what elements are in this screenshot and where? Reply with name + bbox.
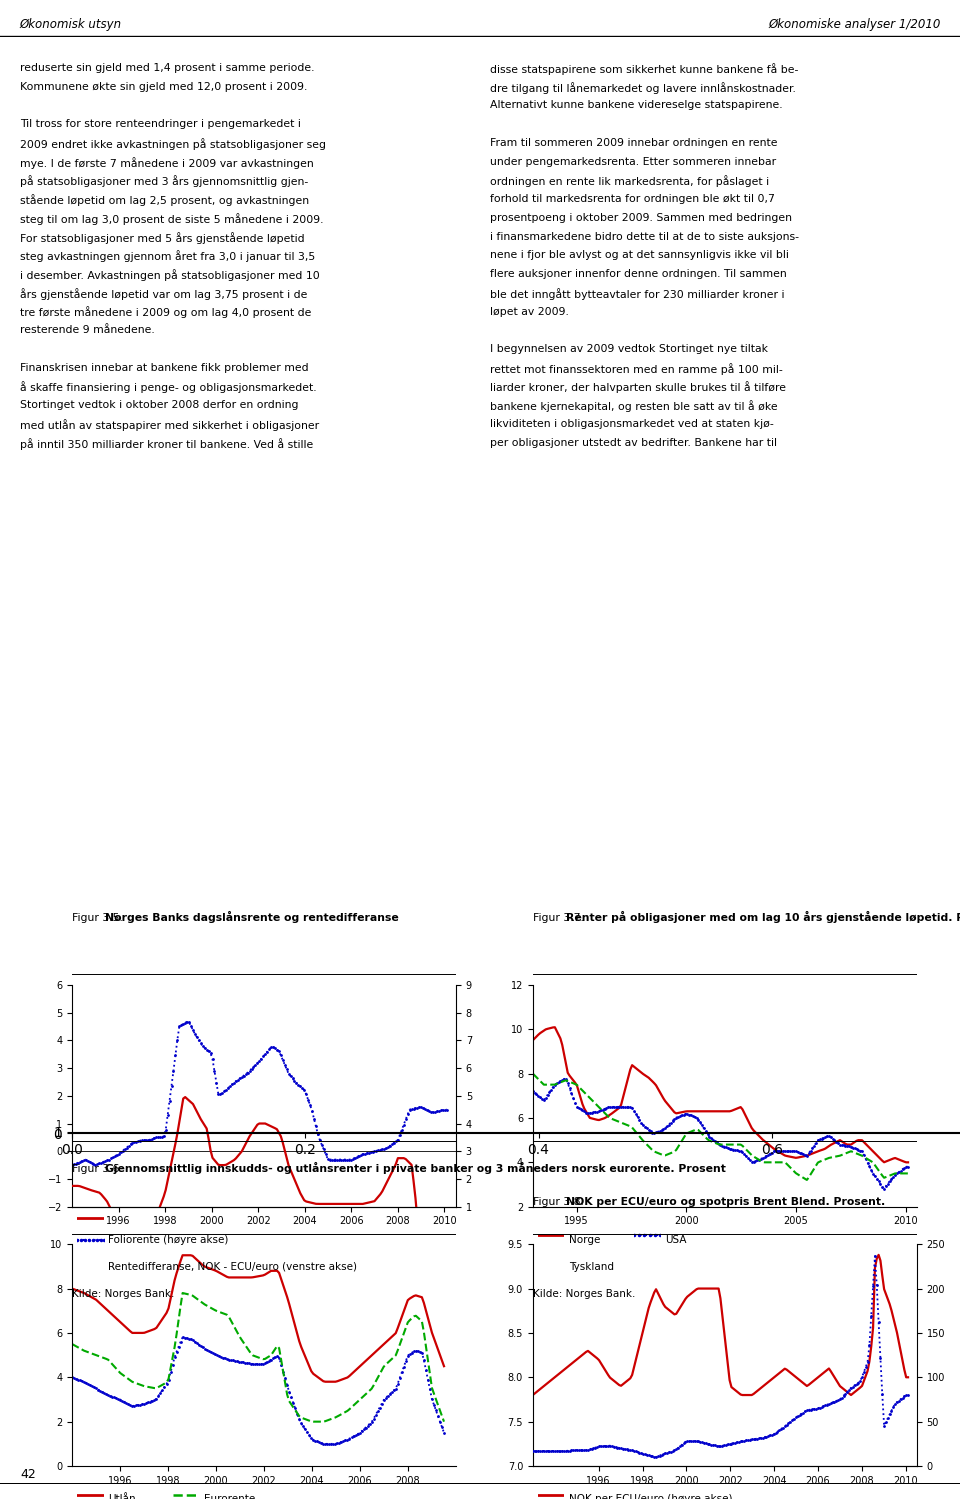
- Text: Stortinget vedtok i oktober 2008 derfor en ordning: Stortinget vedtok i oktober 2008 derfor …: [20, 400, 299, 411]
- Text: disse statspapirene som sikkerhet kunne bankene få be-: disse statspapirene som sikkerhet kunne …: [490, 63, 799, 75]
- Text: Økonomisk utsyn: Økonomisk utsyn: [19, 18, 121, 31]
- Text: Rentedifferanse, NOK - ECU/euro (venstre akse): Rentedifferanse, NOK - ECU/euro (venstre…: [108, 1262, 357, 1271]
- Text: Figur 3.8.: Figur 3.8.: [533, 1196, 588, 1207]
- Text: på statsobligasjoner med 3 års gjennomsnittlig gjen-: på statsobligasjoner med 3 års gjennomsn…: [20, 175, 308, 187]
- Text: stående løpetid om lag 2,5 prosent, og avkastningen: stående løpetid om lag 2,5 prosent, og a…: [20, 195, 309, 205]
- Text: 42: 42: [20, 1468, 36, 1481]
- Text: likviditeten i obligasjonsmarkedet ved at staten kjø-: likviditeten i obligasjonsmarkedet ved a…: [490, 420, 774, 429]
- Text: dre tilgang til lånemarkedet og lavere innlånskostnader.: dre tilgang til lånemarkedet og lavere i…: [490, 82, 796, 93]
- Text: løpet av 2009.: løpet av 2009.: [490, 307, 569, 316]
- Text: nene i fjor ble avlyst og at det sannsynligvis ikke vil bli: nene i fjor ble avlyst og at det sannsyn…: [490, 250, 789, 261]
- Text: For statsobligasjoner med 5 års gjenstående løpetid: For statsobligasjoner med 5 års gjenståe…: [20, 232, 304, 243]
- Text: års gjenstående løpetid var om lag 3,75 prosent i de: års gjenstående løpetid var om lag 3,75 …: [20, 288, 307, 300]
- Text: i finansmarkedene bidro dette til at de to siste auksjons-: i finansmarkedene bidro dette til at de …: [490, 232, 799, 241]
- Text: Kilde: Norges Bank.: Kilde: Norges Bank.: [533, 1289, 636, 1300]
- Text: tre første månedene i 2009 og om lag 4,0 prosent de: tre første månedene i 2009 og om lag 4,0…: [20, 307, 312, 318]
- Text: Norges Banks dagslånsrente og rentedifferanse: Norges Banks dagslånsrente og rentediffe…: [105, 911, 398, 923]
- Text: I begynnelsen av 2009 vedtok Stortinget nye tiltak: I begynnelsen av 2009 vedtok Stortinget …: [490, 345, 768, 354]
- Text: 2009 endret ikke avkastningen på statsobligasjoner seg: 2009 endret ikke avkastningen på statsob…: [20, 138, 326, 150]
- Text: reduserte sin gjeld med 1,4 prosent i samme periode.: reduserte sin gjeld med 1,4 prosent i sa…: [20, 63, 315, 73]
- Text: Til tross for store renteendringer i pengemarkedet i: Til tross for store renteendringer i pen…: [20, 120, 301, 129]
- Text: steg avkastningen gjennom året fra 3,0 i januar til 3,5: steg avkastningen gjennom året fra 3,0 i…: [20, 250, 316, 262]
- Text: NOK per ECU/euro (høyre akse): NOK per ECU/euro (høyre akse): [569, 1495, 732, 1499]
- Text: Figur 3.6.: Figur 3.6.: [72, 1163, 127, 1174]
- Text: Utlån: Utlån: [108, 1495, 136, 1499]
- Text: rettet mot finanssektoren med en ramme på 100 mil-: rettet mot finanssektoren med en ramme p…: [490, 363, 782, 375]
- Text: under pengemarkedsrenta. Etter sommeren innebar: under pengemarkedsrenta. Etter sommeren …: [490, 157, 777, 166]
- Text: forhold til markedsrenta for ordningen ble økt til 0,7: forhold til markedsrenta for ordningen b…: [490, 195, 775, 204]
- Text: prosentpoeng i oktober 2009. Sammen med bedringen: prosentpoeng i oktober 2009. Sammen med …: [490, 213, 792, 223]
- Text: ble det inngått bytteavtaler for 230 milliarder kroner i: ble det inngått bytteavtaler for 230 mil…: [490, 288, 784, 300]
- Text: per obligasjoner utstedt av bedrifter. Bankene har til: per obligasjoner utstedt av bedrifter. B…: [490, 438, 777, 448]
- Text: ordningen en rente lik markedsrenta, for påslaget i: ordningen en rente lik markedsrenta, for…: [490, 175, 769, 187]
- Text: mye. I de første 7 månedene i 2009 var avkastningen: mye. I de første 7 månedene i 2009 var a…: [20, 157, 314, 168]
- Text: USA: USA: [665, 1235, 686, 1244]
- Text: Alternativt kunne bankene videreselge statspapirene.: Alternativt kunne bankene videreselge st…: [490, 100, 782, 111]
- Text: å skaffe finansiering i penge- og obligasjonsmarkedet.: å skaffe finansiering i penge- og obliga…: [20, 382, 317, 393]
- Text: Renter på obligasjoner med om lag 10 års gjenstående løpetid. Prosent: Renter på obligasjoner med om lag 10 års…: [565, 911, 960, 923]
- Text: i desember. Avkastningen på statsobligasjoner med 10: i desember. Avkastningen på statsobligas…: [20, 270, 320, 280]
- Text: liarder kroner, der halvparten skulle brukes til å tilføre: liarder kroner, der halvparten skulle br…: [490, 382, 786, 393]
- Text: på inntil 350 milliarder kroner til bankene. Ved å stille: på inntil 350 milliarder kroner til bank…: [20, 438, 313, 450]
- Text: Figur 3.7.: Figur 3.7.: [533, 913, 588, 923]
- Text: Kilde: Norges Bank.: Kilde: Norges Bank.: [72, 1289, 175, 1300]
- Text: Norge: Norge: [569, 1235, 601, 1244]
- Text: Fram til sommeren 2009 innebar ordningen en rente: Fram til sommeren 2009 innebar ordningen…: [490, 138, 778, 148]
- Text: resterende 9 månedene.: resterende 9 månedene.: [20, 325, 155, 336]
- Text: steg til om lag 3,0 prosent de siste 5 månedene i 2009.: steg til om lag 3,0 prosent de siste 5 m…: [20, 213, 324, 225]
- Text: med utlån av statspapirer med sikkerhet i obligasjoner: med utlån av statspapirer med sikkerhet …: [20, 420, 320, 430]
- Text: flere auksjoner innenfor denne ordningen. Til sammen: flere auksjoner innenfor denne ordningen…: [490, 270, 787, 279]
- Text: Foliorente (høyre akse): Foliorente (høyre akse): [108, 1235, 228, 1244]
- Text: NOK per ECU/euro og spotpris Brent Blend. Prosent.: NOK per ECU/euro og spotpris Brent Blend…: [565, 1196, 885, 1207]
- Text: bankene kjernekapital, og resten ble satt av til å øke: bankene kjernekapital, og resten ble sat…: [490, 400, 778, 412]
- Text: Figur 3.5.: Figur 3.5.: [72, 913, 127, 923]
- Text: Kommunene økte sin gjeld med 12,0 prosent i 2009.: Kommunene økte sin gjeld med 12,0 prosen…: [20, 82, 307, 91]
- Text: Eurorente: Eurorente: [204, 1495, 255, 1499]
- Text: Finanskrisen innebar at bankene fikk problemer med: Finanskrisen innebar at bankene fikk pro…: [20, 363, 309, 373]
- Text: Økonomiske analyser 1/2010: Økonomiske analyser 1/2010: [768, 18, 941, 31]
- Text: Gjennomsnittlig innskudds- og utlånsrenter i private banker og 3 måneders norsk : Gjennomsnittlig innskudds- og utlånsrent…: [105, 1162, 726, 1174]
- Text: Tyskland: Tyskland: [569, 1262, 614, 1271]
